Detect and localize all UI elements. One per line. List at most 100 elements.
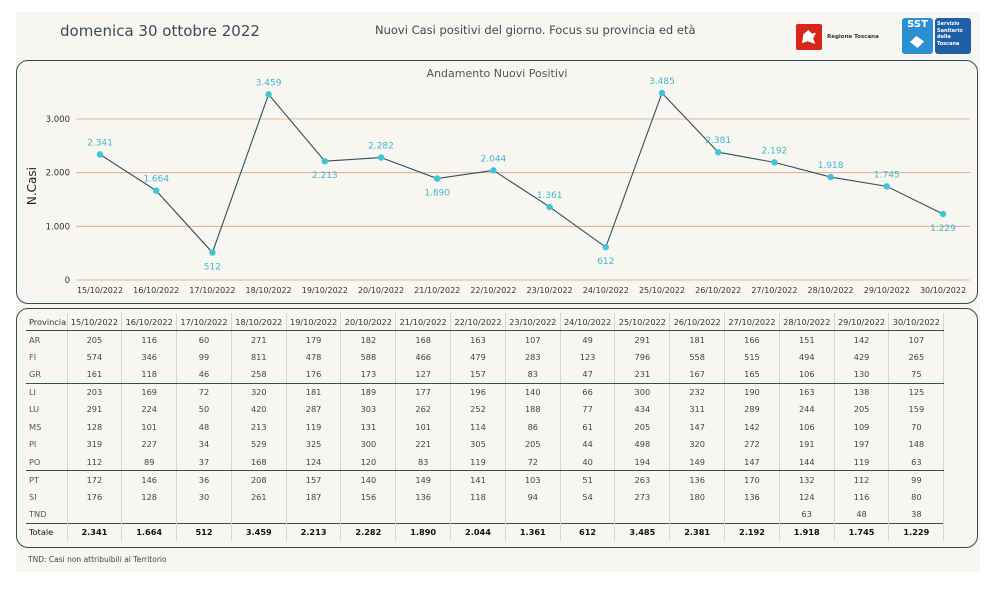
table-cell: 208	[231, 470, 287, 488]
table-cell: 148	[888, 435, 945, 453]
table-cell: 25/10/2022	[614, 313, 671, 331]
table-cell: 94	[505, 488, 561, 506]
table-cell: 434	[614, 400, 671, 418]
x-tick-label: 18/10/2022	[246, 286, 292, 295]
table-cell: 22/10/2022	[450, 313, 506, 331]
table-cell: 300	[614, 383, 671, 401]
table-cell: 529	[231, 435, 287, 453]
table-cell: 107	[888, 330, 945, 348]
table-cell: 420	[231, 400, 287, 418]
table-cell: 72	[176, 383, 232, 401]
table-cell: 118	[121, 365, 178, 384]
line-chart: Andamento Nuovi Positivi N.Casi 0 1.000 2.00…	[25, 67, 970, 295]
table-cell: 38	[888, 505, 945, 523]
x-tick-label: 25/10/2022	[639, 286, 685, 295]
row-label: MS	[26, 418, 68, 436]
table-cell: 83	[395, 453, 452, 471]
table-cell: 128	[121, 488, 178, 506]
table-cell: 99	[888, 470, 945, 488]
row-label: TND	[26, 505, 68, 523]
data-point	[602, 243, 609, 251]
table-cell: 44	[560, 435, 616, 453]
table-row: PT 172 146 36 208 157 140 149 141 103 51 263 136 170 1…	[26, 470, 945, 488]
data-point	[939, 210, 947, 218]
table-cell: 140	[505, 383, 561, 401]
table-cell: 311	[669, 400, 726, 418]
table-cell: 179	[286, 330, 342, 348]
table-cell: 29/10/2022	[834, 313, 890, 331]
table-cell: 498	[614, 435, 671, 453]
table-cell: 244	[779, 400, 835, 418]
table-cell: 176	[67, 488, 123, 506]
table-cell: 3.459	[231, 522, 287, 541]
table-cell: 34	[176, 435, 232, 453]
table-cell: 136	[669, 470, 726, 488]
x-tick-label: 26/10/2022	[695, 286, 741, 295]
report-date: domenica 30 ottobre 2022	[60, 22, 260, 40]
table-cell: 170	[724, 470, 780, 488]
table-row: MS 128 101 48 213 119 131 101 114 86 61 205 147 142 10…	[26, 418, 945, 436]
y-tick-label: 3.000	[46, 115, 70, 125]
table-cell: 289	[724, 400, 780, 418]
table-cell: 138	[834, 383, 890, 401]
table-cell: 273	[614, 488, 671, 506]
x-tick-label: 28/10/2022	[808, 286, 854, 295]
table-cell: 15/10/2022	[67, 313, 123, 331]
table-cell: 17/10/2022	[176, 313, 232, 331]
table-cell	[340, 505, 397, 523]
table-cell: 27/10/2022	[724, 313, 780, 331]
table-cell: 181	[669, 330, 726, 348]
table-cell	[614, 505, 671, 523]
table-cell: 166	[724, 330, 780, 348]
table-cell: 119	[450, 453, 506, 471]
x-tick-label: 27/10/2022	[751, 286, 797, 295]
table-cell: 116	[834, 488, 890, 506]
table-cell: 182	[340, 330, 397, 348]
regione-toscana-logo: Regione Toscana	[796, 24, 879, 50]
table-cell: 51	[560, 470, 616, 488]
province-table: Provincia 15/10/2022 16/10/2022 17/10/2022 1…	[26, 313, 945, 541]
table-cell: 80	[888, 488, 945, 506]
x-tick-label: 23/10/2022	[527, 286, 573, 295]
table-cell	[67, 505, 123, 523]
table-cell: 142	[724, 418, 780, 436]
table-cell: 588	[340, 348, 397, 366]
row-label: Totale	[26, 522, 68, 541]
table-cell: 37	[176, 453, 232, 471]
table-cell: 196	[450, 383, 506, 401]
table-cell: 291	[67, 400, 123, 418]
footnote: TND: Casi non attribuibili al Territorio	[28, 555, 167, 564]
table-cell: 70	[888, 418, 945, 436]
table-cell: 2.044	[450, 522, 506, 541]
data-label: 2.282	[368, 142, 394, 152]
table-cell: 106	[779, 365, 835, 384]
data-point	[546, 203, 553, 211]
data-label: 2.213	[312, 171, 338, 181]
data-label: 2.341	[87, 138, 113, 148]
table-cell: 325	[286, 435, 342, 453]
table-cell: 19/10/2022	[286, 313, 342, 331]
table-cell: 144	[779, 453, 835, 471]
table-cell: 494	[779, 348, 835, 366]
table-cell: 172	[67, 470, 123, 488]
data-label: 1.890	[424, 189, 450, 199]
data-label: 1.664	[143, 175, 169, 185]
y-tick-label: 0	[65, 276, 70, 286]
table-cell: 190	[724, 383, 780, 401]
table-cell: 429	[834, 348, 890, 366]
table-cell: 120	[340, 453, 397, 471]
table-cell: 558	[669, 348, 726, 366]
table-row: PO 112 89 37 168 124 120 83 119 72 40 194 149 147 144 1…	[26, 453, 945, 471]
table-cell: 515	[724, 348, 780, 366]
table-cell: 142	[834, 330, 890, 348]
table-cell: 21/10/2022	[395, 313, 452, 331]
table-cell: 283	[505, 348, 561, 366]
table-cell: 149	[395, 470, 452, 488]
table-cell	[560, 505, 616, 523]
table-cell: 478	[286, 348, 342, 366]
data-point	[96, 151, 104, 158]
pegasus-icon	[796, 24, 822, 50]
table-cell: 203	[67, 383, 123, 401]
row-label: LU	[26, 400, 68, 418]
row-label: LI	[26, 383, 68, 401]
